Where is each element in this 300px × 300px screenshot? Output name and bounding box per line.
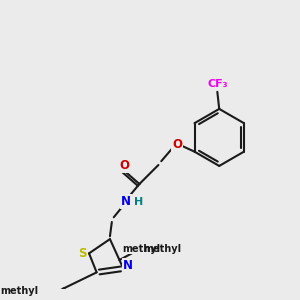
- Text: O: O: [172, 138, 182, 151]
- Text: methyl: methyl: [0, 286, 38, 296]
- Text: H: H: [134, 197, 143, 207]
- Text: N: N: [121, 195, 131, 208]
- Text: methyl: methyl: [143, 244, 181, 254]
- Text: O: O: [119, 159, 129, 172]
- Text: S: S: [78, 247, 87, 260]
- Text: methyl: methyl: [122, 244, 160, 254]
- Text: N: N: [123, 259, 133, 272]
- Text: CF₃: CF₃: [207, 79, 228, 89]
